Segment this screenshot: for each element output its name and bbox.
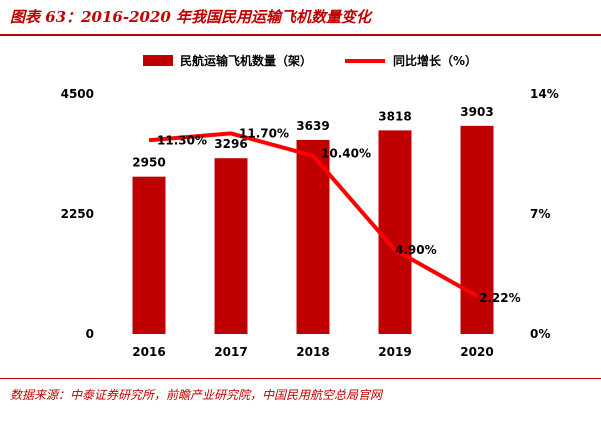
right-axis: 0% 7% 14% [530, 87, 559, 341]
line-data-label: 11.30% [157, 133, 207, 147]
source-note: 数据来源：中泰证券研究所，前瞻产业研究院，中国民用航空总局官网 [10, 388, 383, 402]
right-axis-tick-label: 7% [530, 207, 550, 221]
title-divider [0, 34, 601, 36]
combo-chart: 民航运输飞机数量（架） 同比增长（%） 0 2250 4500 0% 7% 14% 29… [61, 53, 559, 359]
legend: 民航运输飞机数量（架） 同比增长（%） [143, 53, 477, 68]
left-axis-tick-label: 0 [86, 327, 94, 341]
growth-line [148, 131, 478, 298]
right-axis-tick-label: 0% [530, 327, 550, 341]
line-data-label: 11.70% [239, 126, 289, 140]
bar [460, 125, 494, 334]
left-axis-tick-label: 2250 [61, 207, 94, 221]
x-axis-labels: 2016 2017 2018 2019 2020 [132, 345, 493, 359]
x-axis-tick-label: 2017 [214, 345, 247, 359]
right-axis-tick-label: 14% [530, 87, 559, 101]
bar [214, 158, 248, 334]
x-axis-tick-label: 2019 [378, 345, 411, 359]
bar-data-label: 3818 [378, 109, 411, 123]
bar-labels: 2950 3296 3639 3818 3903 [132, 105, 493, 170]
bar [132, 176, 166, 334]
line-series [148, 131, 478, 298]
left-axis-tick-label: 4500 [61, 87, 94, 101]
bar [378, 130, 412, 334]
figure-title: 图表 63：2016-2020 年我国民用运输飞机数量变化 [10, 8, 372, 26]
bar-data-label: 3296 [214, 137, 247, 151]
left-axis: 0 2250 4500 [61, 87, 94, 341]
bar-series [132, 125, 494, 334]
line-data-label: 2.22% [479, 291, 521, 305]
x-axis-tick-label: 2016 [132, 345, 165, 359]
line-labels: 11.30% 11.70% 10.40% 4.90% 2.22% [157, 126, 521, 305]
x-axis-tick-label: 2020 [460, 345, 493, 359]
bar-data-label: 3639 [296, 119, 329, 133]
line-data-label: 10.40% [321, 147, 371, 161]
x-axis-tick-label: 2018 [296, 345, 329, 359]
legend-bar-label: 民航运输飞机数量（架） [180, 53, 312, 68]
bar [296, 139, 330, 334]
bar-data-label: 2950 [132, 156, 165, 170]
legend-bar-swatch [143, 55, 173, 66]
legend-line-label: 同比增长（%） [393, 53, 477, 68]
bar-data-label: 3903 [460, 105, 493, 119]
footer-divider [0, 378, 601, 379]
line-data-label: 4.90% [395, 243, 437, 257]
